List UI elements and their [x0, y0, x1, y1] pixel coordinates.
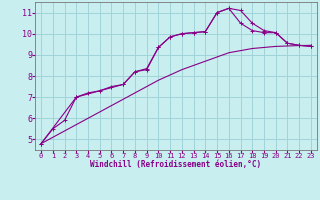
X-axis label: Windchill (Refroidissement éolien,°C): Windchill (Refroidissement éolien,°C)	[91, 160, 261, 169]
